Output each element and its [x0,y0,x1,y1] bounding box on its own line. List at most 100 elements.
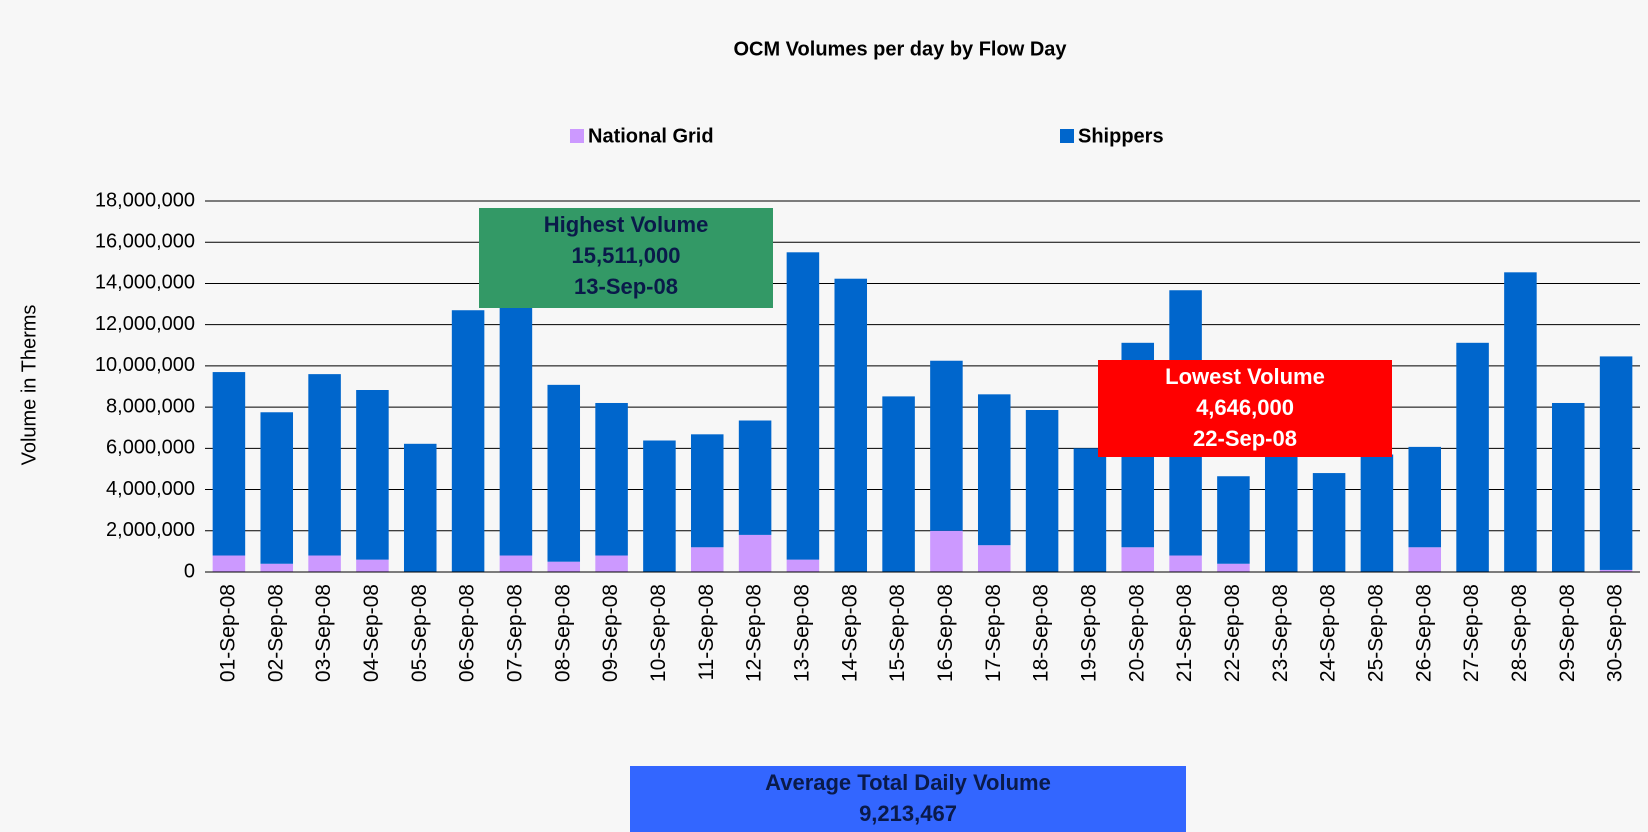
bar-segment [977,545,1011,572]
y-tick-label: 0 [184,560,195,582]
y-tick-label: 10,000,000 [95,354,195,376]
x-tick-label: 25-Sep-08 [1364,584,1387,682]
x-tick-label: 20-Sep-08 [1125,584,1148,682]
bar-segment [1217,563,1250,572]
annotation-text: Average Total Daily Volume [765,770,1051,795]
bar-segment [356,559,389,572]
bar-segment [260,412,294,564]
bar-segment [1121,547,1155,572]
bar-segment [1169,555,1202,572]
x-tick-label: 06-Sep-08 [456,584,479,682]
annotation-text: 9,213,467 [859,801,957,826]
bar-segment [499,555,533,572]
y-tick-label: 16,000,000 [95,231,195,253]
x-tick-label: 14-Sep-08 [838,584,861,682]
bar-segment [308,374,341,556]
x-tick-label: 28-Sep-08 [1508,584,1531,682]
bar-segment [1504,272,1537,572]
bar-segment [499,299,533,556]
bar-segment [212,555,246,572]
bar-segment [690,547,724,572]
x-tick-label: 10-Sep-08 [647,584,670,682]
bar-segment [1025,409,1059,572]
bar-segment [930,360,963,531]
y-tick-label: 18,000,000 [95,189,195,211]
y-axis-label: Volume in Therms [18,305,40,466]
x-tick-label: 21-Sep-08 [1173,584,1196,682]
x-tick-label: 22-Sep-08 [1221,584,1244,682]
y-tick-label: 6,000,000 [106,437,195,459]
x-tick-label: 19-Sep-08 [1077,584,1100,682]
bar-segment [1456,342,1489,572]
bar-segment [643,440,676,572]
x-tick-label: 04-Sep-08 [360,584,383,682]
bar-segment [356,390,389,560]
bar-segment [738,534,772,572]
bar-segment [882,396,915,572]
bar-segment [786,559,820,572]
bar-segment [738,420,772,535]
bar-segment [547,384,581,562]
bar-segment [977,394,1011,546]
bar-segment [212,372,246,556]
x-tick-label: 24-Sep-08 [1317,584,1340,682]
x-tick-label: 16-Sep-08 [934,584,957,682]
bar-segment [451,310,485,572]
bar-segment [1551,402,1585,572]
legend-label: National Grid [588,125,714,147]
x-tick-label: 12-Sep-08 [743,584,766,682]
bar-segment [1599,356,1633,570]
x-tick-label: 05-Sep-08 [408,584,431,682]
annotation-text: 4,646,000 [1196,395,1294,420]
bar-segment [260,563,294,572]
chart-title: OCM Volumes per day by Flow Day [733,38,1067,60]
y-tick-label: 2,000,000 [106,519,195,541]
x-tick-label: 01-Sep-08 [216,584,239,682]
bar-segment [1264,456,1298,572]
x-tick-label: 15-Sep-08 [886,584,909,682]
bar-segment [1312,473,1346,572]
x-tick-label: 13-Sep-08 [790,584,813,682]
x-tick-label: 08-Sep-08 [551,584,574,682]
annotation-text: Highest Volume [544,212,709,237]
x-tick-label: 03-Sep-08 [312,584,335,682]
annotation-text: 22-Sep-08 [1193,426,1297,451]
x-tick-label: 30-Sep-08 [1604,584,1627,682]
annotation-box [479,208,773,308]
bar-segment [690,434,724,548]
legend-swatch [1060,129,1074,143]
legend-swatch [570,129,584,143]
y-tick-label: 4,000,000 [106,478,195,500]
bar-segment [308,555,341,572]
x-tick-label: 02-Sep-08 [264,584,287,682]
y-tick-label: 8,000,000 [106,395,195,417]
bar-segment [595,402,628,556]
bar-segment [547,561,581,572]
annotation-text: 15,511,000 [572,243,681,268]
bar-segment [930,530,963,572]
x-tick-label: 07-Sep-08 [503,584,526,682]
x-tick-label: 11-Sep-08 [695,584,718,681]
bar-segment [834,278,868,572]
x-tick-label: 09-Sep-08 [599,584,622,682]
bar-segment [1599,569,1633,572]
x-tick-label: 29-Sep-08 [1556,584,1579,682]
annotation-text: 13-Sep-08 [574,274,678,299]
x-tick-label: 27-Sep-08 [1460,584,1483,682]
legend-label: Shippers [1078,125,1164,147]
x-tick-label: 26-Sep-08 [1412,584,1435,682]
annotation-text: Lowest Volume [1165,364,1325,389]
annotation-box [1098,360,1392,457]
bar-segment [1360,454,1394,572]
x-tick-label: 17-Sep-08 [982,584,1005,682]
bar-segment [786,252,820,560]
annotation-box [630,766,1186,832]
bar-segment [1073,448,1107,572]
y-tick-label: 14,000,000 [95,272,195,294]
x-tick-label: 18-Sep-08 [1030,584,1053,682]
chart-area [6,6,1642,696]
bar-segment [403,443,437,572]
bar-segment [595,555,628,572]
bar-segment [1217,476,1250,564]
